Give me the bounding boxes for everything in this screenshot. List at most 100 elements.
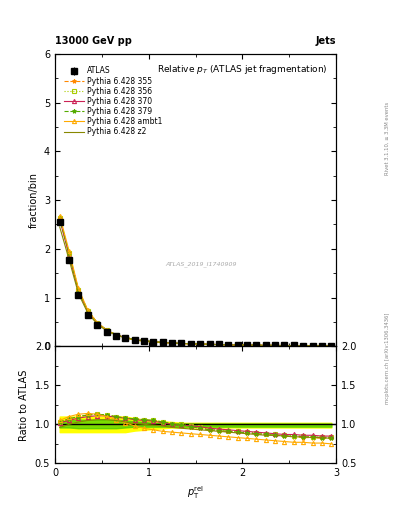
Pythia 6.428 ambt1	[320, 343, 324, 349]
Line: Pythia 6.428 370: Pythia 6.428 370	[58, 218, 333, 348]
Text: Relative $p_T$ (ATLAS jet fragmentation): Relative $p_T$ (ATLAS jet fragmentation)	[157, 62, 328, 76]
Line: Pythia 6.428 356: Pythia 6.428 356	[58, 216, 333, 348]
Pythia 6.428 ambt1	[104, 327, 109, 333]
Pythia 6.428 355	[226, 342, 231, 348]
Pythia 6.428 355	[95, 319, 99, 326]
Pythia 6.428 356	[254, 342, 259, 348]
Pythia 6.428 379	[170, 340, 174, 346]
Pythia 6.428 379	[207, 341, 212, 347]
Pythia 6.428 379	[57, 215, 62, 221]
Pythia 6.428 370	[198, 341, 202, 347]
Pythia 6.428 z2	[57, 224, 62, 230]
Pythia 6.428 z2	[198, 341, 202, 347]
Pythia 6.428 379	[329, 343, 334, 349]
Text: Rivet 3.1.10, ≥ 3.3M events: Rivet 3.1.10, ≥ 3.3M events	[385, 101, 389, 175]
Pythia 6.428 355	[57, 215, 62, 221]
Pythia 6.428 379	[141, 337, 146, 344]
Pythia 6.428 356	[104, 327, 109, 333]
Pythia 6.428 379	[132, 336, 137, 343]
Pythia 6.428 ambt1	[226, 342, 231, 348]
Pythia 6.428 355	[189, 340, 193, 347]
Pythia 6.428 379	[245, 342, 250, 348]
Pythia 6.428 355	[179, 340, 184, 347]
Pythia 6.428 z2	[301, 343, 306, 349]
Pythia 6.428 370	[67, 252, 72, 258]
Pythia 6.428 355	[141, 337, 146, 344]
Pythia 6.428 ambt1	[235, 342, 240, 348]
Pythia 6.428 379	[217, 342, 221, 348]
Pythia 6.428 356	[329, 343, 334, 349]
Text: ATLAS_2019_I1740909: ATLAS_2019_I1740909	[165, 262, 237, 267]
Pythia 6.428 370	[226, 342, 231, 348]
Pythia 6.428 370	[95, 320, 99, 326]
Pythia 6.428 355	[301, 343, 306, 349]
Pythia 6.428 355	[132, 336, 137, 343]
Pythia 6.428 355	[114, 331, 118, 337]
Pythia 6.428 z2	[114, 332, 118, 338]
Pythia 6.428 356	[123, 334, 128, 340]
Pythia 6.428 ambt1	[254, 342, 259, 348]
Pythia 6.428 379	[95, 319, 99, 326]
Pythia 6.428 z2	[95, 321, 99, 327]
Pythia 6.428 ambt1	[95, 319, 99, 326]
Pythia 6.428 356	[320, 343, 324, 349]
Pythia 6.428 355	[245, 342, 250, 348]
Pythia 6.428 ambt1	[207, 342, 212, 348]
Pythia 6.428 z2	[217, 342, 221, 348]
Pythia 6.428 356	[292, 343, 296, 349]
Pythia 6.428 355	[273, 343, 277, 349]
Pythia 6.428 379	[104, 327, 109, 333]
Pythia 6.428 370	[57, 217, 62, 223]
Pythia 6.428 356	[198, 341, 202, 347]
Pythia 6.428 370	[123, 334, 128, 340]
Pythia 6.428 356	[141, 337, 146, 344]
Pythia 6.428 355	[310, 343, 315, 349]
Pythia 6.428 ambt1	[282, 343, 287, 349]
Pythia 6.428 355	[67, 250, 72, 257]
Pythia 6.428 356	[179, 340, 184, 347]
Line: Pythia 6.428 z2: Pythia 6.428 z2	[60, 227, 331, 346]
Pythia 6.428 355	[123, 334, 128, 340]
Pythia 6.428 356	[132, 336, 137, 343]
Pythia 6.428 356	[189, 340, 193, 347]
Pythia 6.428 355	[254, 342, 259, 348]
Pythia 6.428 355	[320, 343, 324, 349]
Pythia 6.428 356	[207, 341, 212, 347]
Pythia 6.428 355	[329, 343, 334, 349]
Pythia 6.428 z2	[189, 341, 193, 347]
Pythia 6.428 355	[160, 339, 165, 346]
Pythia 6.428 ambt1	[329, 343, 334, 349]
Pythia 6.428 ambt1	[141, 338, 146, 344]
Pythia 6.428 356	[95, 319, 99, 326]
Pythia 6.428 379	[301, 343, 306, 349]
Pythia 6.428 379	[123, 334, 128, 340]
Pythia 6.428 356	[85, 308, 90, 314]
Pythia 6.428 370	[235, 342, 240, 348]
Pythia 6.428 379	[254, 342, 259, 348]
Pythia 6.428 370	[85, 308, 90, 314]
Pythia 6.428 370	[254, 342, 259, 348]
Text: Jets: Jets	[316, 36, 336, 46]
Pythia 6.428 379	[198, 341, 202, 347]
Text: mcplots.cern.ch [arXiv:1306.3436]: mcplots.cern.ch [arXiv:1306.3436]	[385, 313, 389, 404]
Legend: ATLAS, Pythia 6.428 355, Pythia 6.428 356, Pythia 6.428 370, Pythia 6.428 379, P: ATLAS, Pythia 6.428 355, Pythia 6.428 35…	[61, 63, 165, 139]
Pythia 6.428 356	[226, 342, 231, 348]
Pythia 6.428 z2	[160, 339, 165, 346]
Pythia 6.428 ambt1	[170, 340, 174, 346]
Pythia 6.428 356	[273, 343, 277, 349]
Pythia 6.428 z2	[151, 339, 156, 345]
Pythia 6.428 355	[198, 341, 202, 347]
Pythia 6.428 z2	[67, 257, 72, 263]
Line: Pythia 6.428 355: Pythia 6.428 355	[58, 216, 333, 348]
Pythia 6.428 356	[301, 343, 306, 349]
Pythia 6.428 379	[292, 343, 296, 349]
Pythia 6.428 355	[85, 308, 90, 314]
Pythia 6.428 379	[226, 342, 231, 348]
Y-axis label: Ratio to ATLAS: Ratio to ATLAS	[19, 369, 29, 440]
Pythia 6.428 356	[76, 287, 81, 293]
Pythia 6.428 z2	[310, 343, 315, 349]
Pythia 6.428 379	[85, 308, 90, 314]
Pythia 6.428 ambt1	[67, 248, 72, 254]
Pythia 6.428 356	[235, 342, 240, 348]
Pythia 6.428 ambt1	[151, 339, 156, 345]
